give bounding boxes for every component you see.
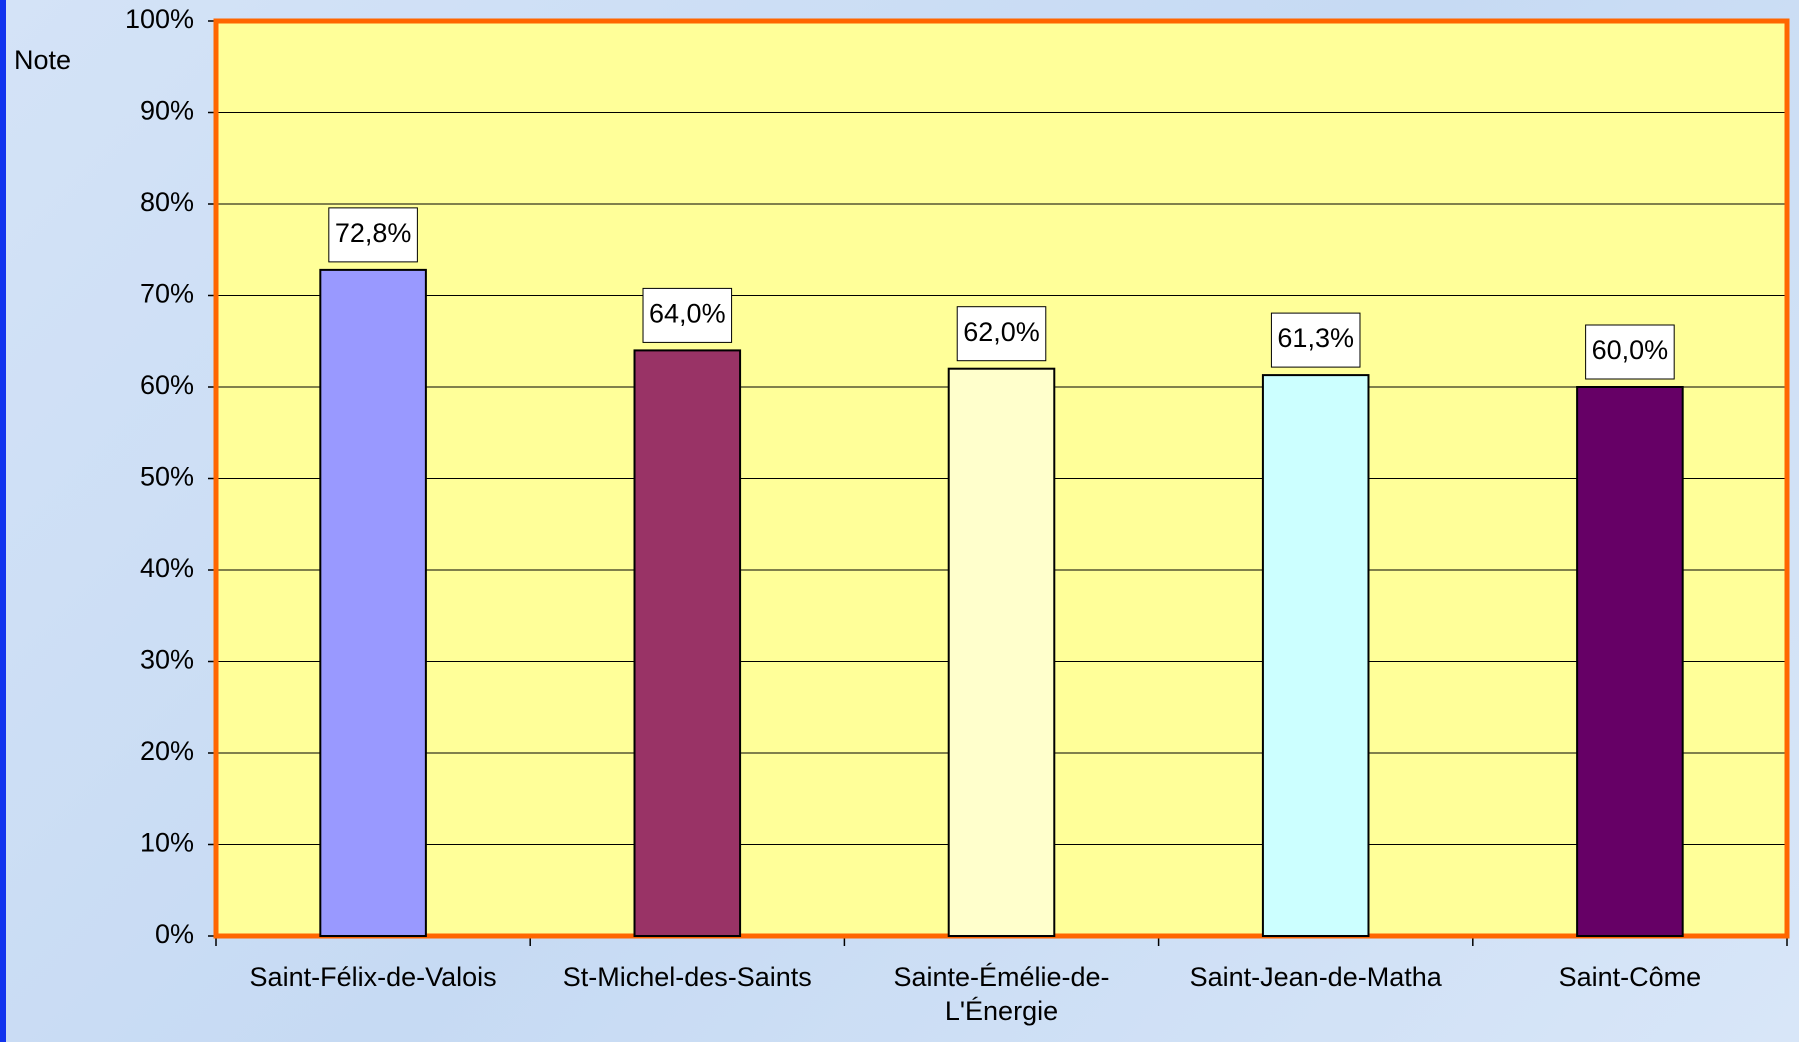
bar bbox=[1261, 374, 1370, 938]
x-tick-label: St-Michel-des-Saints bbox=[562, 962, 812, 992]
x-tick-label: Saint-Félix-de-Valois bbox=[249, 962, 497, 992]
x-tick-label: Saint-Jean-de-Matha bbox=[1189, 962, 1442, 992]
y-tick-label: 30% bbox=[140, 645, 194, 675]
y-tick-label: 100% bbox=[125, 4, 194, 34]
bar bbox=[947, 367, 1056, 937]
bar bbox=[1576, 386, 1684, 937]
value-label-group: 61,3% bbox=[1270, 312, 1361, 368]
value-label-box bbox=[328, 207, 418, 263]
y-tick-label: 70% bbox=[140, 279, 194, 309]
value-label: 64,0% bbox=[649, 299, 726, 329]
y-tick-label: 60% bbox=[140, 370, 194, 400]
value-label-group: 64,0% bbox=[642, 287, 733, 343]
y-tick-label: 50% bbox=[140, 462, 194, 492]
x-tick-label-box: Saint-Félix-de-Valois bbox=[249, 962, 497, 992]
bar bbox=[319, 268, 427, 937]
y-tick-label: 90% bbox=[140, 96, 194, 126]
side-stripe bbox=[0, 0, 6, 1042]
value-label-group: 60,0% bbox=[1585, 324, 1675, 380]
value-label-box bbox=[1585, 324, 1675, 380]
y-tick-label: 80% bbox=[140, 187, 194, 217]
value-label: 72,8% bbox=[335, 218, 412, 248]
y-tick-label: 20% bbox=[140, 736, 194, 766]
value-label-box bbox=[642, 287, 733, 343]
x-tick-label-box: Saint-Côme bbox=[1558, 962, 1702, 992]
value-label: 62,0% bbox=[963, 317, 1040, 347]
bar bbox=[633, 349, 742, 937]
y-tick-label: 40% bbox=[140, 553, 194, 583]
x-tick-label: Sainte-Émélie-de-L'Énergie bbox=[893, 962, 1110, 1026]
x-tick-label-box: Saint-Jean-de-Matha bbox=[1189, 962, 1442, 992]
value-label: 61,3% bbox=[1277, 323, 1354, 353]
x-tick-label-box: Sainte-Émélie-de-L'Énergie bbox=[893, 962, 1110, 1026]
value-label-group: 72,8% bbox=[328, 207, 418, 263]
x-tick-label-box: St-Michel-des-Saints bbox=[562, 962, 812, 992]
value-label-box bbox=[956, 306, 1047, 362]
y-tick-label: 0% bbox=[155, 919, 194, 949]
value-label-group: 62,0% bbox=[956, 306, 1047, 362]
value-label-box bbox=[1270, 312, 1361, 368]
y-tick-label: 10% bbox=[140, 828, 194, 858]
x-tick-label: Saint-Côme bbox=[1558, 962, 1702, 992]
value-label: 60,0% bbox=[1592, 335, 1669, 365]
y-axis-label: Note bbox=[14, 45, 71, 75]
